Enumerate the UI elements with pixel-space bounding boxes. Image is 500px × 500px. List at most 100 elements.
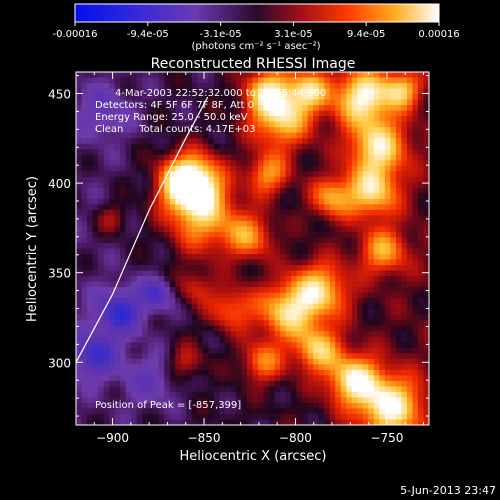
heatmap-cell — [175, 358, 182, 365]
heatmap-cell — [302, 132, 309, 139]
heatmap-cell — [131, 116, 138, 123]
heatmap-cell — [230, 237, 237, 244]
heatmap-cell — [362, 72, 369, 78]
heatmap-cell — [296, 237, 303, 244]
heatmap-cell — [230, 369, 237, 376]
heatmap-cell — [368, 265, 375, 271]
heatmap-cell — [131, 160, 138, 167]
heatmap-cell — [307, 182, 314, 189]
heatmap-cell — [169, 193, 176, 200]
heatmap-cell — [318, 105, 325, 112]
heatmap-cell — [340, 187, 347, 194]
heatmap-cell — [208, 408, 215, 415]
heatmap-cell — [302, 413, 309, 420]
heatmap-cell — [263, 83, 270, 89]
heatmap-cell — [180, 215, 187, 222]
heatmap-cell — [224, 72, 231, 78]
heatmap-cell — [307, 408, 314, 415]
heatmap-cell — [335, 198, 342, 205]
heatmap-cell — [417, 391, 424, 398]
heatmap-cell — [269, 369, 275, 376]
heatmap-cell — [357, 413, 364, 420]
heatmap-cell — [417, 160, 424, 167]
heatmap-cell — [92, 270, 99, 277]
heatmap-cell — [340, 237, 347, 244]
heatmap-cell — [379, 160, 386, 167]
heatmap-cell — [368, 198, 375, 205]
heatmap-cell — [213, 215, 220, 222]
heatmap-cell — [390, 336, 397, 343]
heatmap-cell — [313, 259, 320, 266]
heatmap-cell — [241, 149, 248, 156]
heatmap-cell — [136, 391, 143, 398]
heatmap-cell — [153, 408, 160, 415]
heatmap-cell — [340, 110, 347, 117]
heatmap-cell — [258, 231, 264, 238]
heatmap-cell — [280, 276, 286, 282]
heatmap-cell — [230, 198, 237, 205]
heatmap-cell — [263, 182, 270, 189]
heatmap-cell — [291, 127, 298, 134]
heatmap-cell — [285, 375, 292, 382]
heatmap-cell — [131, 292, 138, 299]
heatmap-cell — [406, 226, 413, 233]
heatmap-cell — [197, 391, 204, 398]
heatmap-cell — [406, 237, 413, 244]
heatmap-cell — [406, 259, 413, 266]
heatmap-cell — [131, 320, 138, 327]
heatmap-cell — [340, 88, 347, 95]
heatmap-cell — [390, 72, 397, 78]
heatmap-cell — [379, 309, 386, 316]
heatmap-cell — [263, 143, 270, 150]
heatmap-cell — [142, 171, 149, 178]
heatmap-cell — [373, 220, 380, 227]
heatmap-cell — [246, 402, 253, 409]
heatmap-cell — [258, 176, 264, 183]
heatmap-cell — [213, 358, 220, 365]
heatmap-cell — [274, 402, 281, 409]
heatmap-cell — [103, 182, 110, 189]
heatmap-cell — [335, 281, 342, 288]
heatmap-cell — [109, 143, 116, 150]
heatmap-cell — [263, 193, 270, 200]
heatmap-cell — [406, 298, 413, 305]
heatmap-cell — [263, 165, 270, 172]
heatmap-cell — [406, 303, 413, 310]
heatmap-cell — [395, 88, 402, 95]
heatmap-cell — [340, 397, 347, 404]
heatmap-cell — [213, 176, 220, 183]
heatmap-cell — [401, 127, 408, 134]
heatmap-cell — [269, 292, 275, 299]
heatmap-cell — [180, 331, 187, 338]
heatmap-cell — [186, 176, 193, 183]
heatmap-cell — [340, 375, 347, 382]
heatmap-cell — [423, 353, 429, 360]
heatmap-cell — [335, 331, 342, 338]
heatmap-cell — [197, 72, 204, 78]
heatmap-cell — [401, 121, 408, 128]
heatmap-cell — [191, 132, 198, 139]
heatmap-cell — [164, 154, 171, 161]
heatmap-cell — [208, 171, 215, 178]
heatmap-cell — [76, 215, 82, 222]
heatmap-cell — [258, 187, 264, 194]
heatmap-cell — [296, 171, 303, 178]
heatmap-cell — [329, 270, 336, 277]
heatmap-cell — [296, 281, 303, 288]
heatmap-cell — [318, 391, 325, 398]
heatmap-cell — [158, 237, 165, 244]
heatmap-cell — [362, 358, 369, 365]
heatmap-cell — [98, 83, 104, 89]
heatmap-cell — [81, 204, 88, 211]
heatmap-cell — [340, 254, 347, 260]
heatmap-cell — [120, 386, 127, 393]
heatmap-cell — [208, 265, 215, 271]
heatmap-cell — [384, 198, 391, 205]
heatmap-cell — [81, 369, 88, 376]
heatmap-cell — [252, 83, 259, 89]
heatmap-cell — [412, 149, 419, 156]
heatmap-cell — [351, 353, 358, 360]
heatmap-cell — [384, 149, 391, 156]
heatmap-cell — [208, 138, 215, 145]
heatmap-cell — [368, 171, 375, 178]
